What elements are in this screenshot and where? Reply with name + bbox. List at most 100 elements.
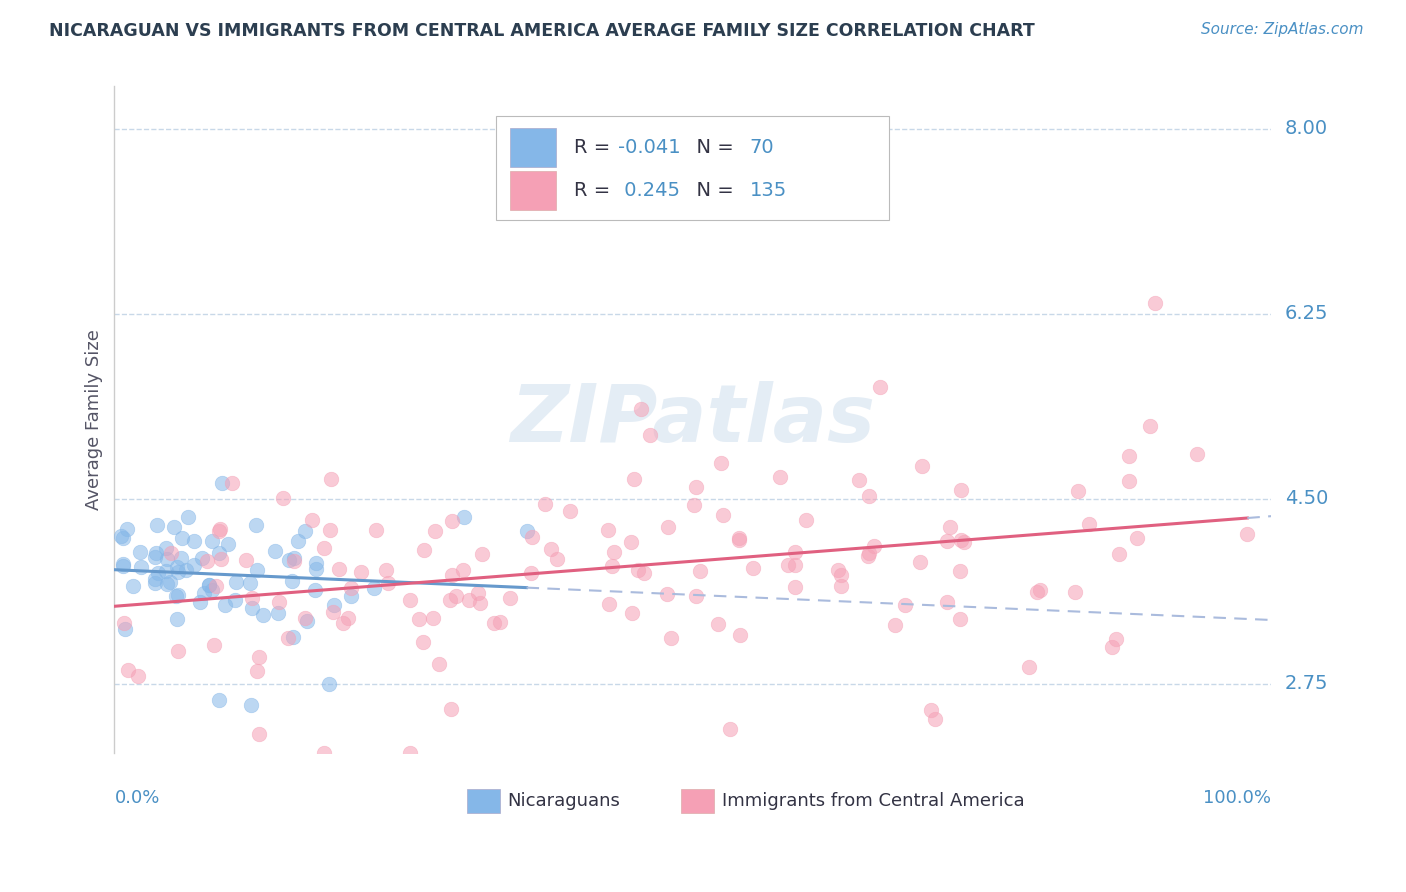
Point (883, 618, 905, 632)
Point (111, 558, 134, 572)
Point (412, 635, 434, 649)
Point (201, 582, 224, 597)
Text: R =: R = (574, 138, 616, 157)
Point (630, 401, 652, 416)
Point (863, 539, 886, 553)
Point (117, 663, 139, 677)
Point (145, 572, 167, 586)
Point (471, 547, 494, 561)
Point (245, 517, 267, 532)
Point (165, 590, 187, 604)
Point (427, 657, 450, 671)
Point (225, 574, 247, 589)
Point (598, 597, 620, 611)
Text: 4.50: 4.50 (1285, 490, 1329, 508)
FancyBboxPatch shape (510, 171, 557, 211)
Point (318, 677, 340, 691)
Point (198, 578, 221, 592)
Text: 2.75: 2.75 (1285, 674, 1329, 693)
Point (707, 616, 730, 631)
Point (520, 530, 543, 544)
Point (163, 520, 186, 534)
Point (439, 593, 461, 607)
Point (183, 533, 205, 548)
Text: ZIPatlas: ZIPatlas (510, 381, 876, 458)
Point (314, 746, 336, 760)
Point (166, 612, 188, 626)
Point (294, 524, 316, 538)
Text: Nicaraguans: Nicaraguans (508, 792, 620, 810)
Point (894, 599, 917, 613)
Point (398, 593, 420, 607)
Point (408, 612, 430, 626)
Point (377, 575, 399, 590)
Point (239, 576, 262, 591)
Point (114, 622, 136, 636)
Point (783, 558, 806, 572)
Point (240, 591, 263, 605)
Point (621, 607, 644, 621)
Point (794, 513, 817, 527)
Point (422, 610, 444, 624)
Point (155, 564, 177, 578)
Point (468, 596, 491, 610)
Point (728, 628, 751, 642)
Point (444, 589, 467, 603)
Point (235, 553, 257, 567)
Point (209, 523, 232, 537)
Point (769, 469, 792, 483)
Point (623, 472, 645, 486)
Point (516, 524, 538, 538)
Point (484, 616, 506, 631)
Point (283, 554, 305, 568)
Point (294, 611, 316, 625)
Point (340, 590, 363, 604)
FancyBboxPatch shape (510, 128, 557, 167)
Point (1185, 447, 1208, 461)
Point (949, 564, 972, 578)
Point (830, 579, 852, 593)
Point (950, 483, 973, 497)
Point (499, 591, 522, 605)
Point (209, 552, 232, 566)
Point (869, 379, 891, 393)
Point (638, 428, 661, 442)
Text: Source: ZipAtlas.com: Source: ZipAtlas.com (1201, 22, 1364, 37)
Text: 0.245: 0.245 (617, 181, 679, 200)
Point (111, 559, 134, 574)
Text: R =: R = (574, 181, 616, 200)
Point (627, 563, 650, 577)
Point (1108, 547, 1130, 561)
Point (439, 702, 461, 716)
Point (682, 498, 704, 512)
FancyBboxPatch shape (682, 789, 714, 813)
Point (166, 560, 188, 574)
Text: 8.00: 8.00 (1285, 120, 1329, 138)
Point (689, 565, 711, 579)
Point (534, 498, 557, 512)
Point (727, 531, 749, 545)
Point (208, 693, 231, 707)
Point (425, 524, 447, 538)
Point (413, 543, 436, 558)
Point (858, 549, 880, 563)
Point (143, 549, 166, 564)
Point (191, 551, 214, 566)
Point (204, 579, 226, 593)
Point (364, 524, 387, 538)
Point (193, 586, 215, 600)
Point (239, 698, 262, 713)
Point (314, 541, 336, 555)
Point (711, 508, 734, 522)
Point (240, 600, 263, 615)
Point (128, 544, 150, 558)
Point (728, 533, 751, 547)
Point (281, 630, 304, 644)
Point (339, 582, 361, 596)
Point (453, 510, 475, 524)
Point (657, 587, 679, 601)
Point (596, 523, 619, 537)
Point (600, 559, 623, 574)
Point (156, 577, 179, 591)
Point (304, 562, 326, 576)
